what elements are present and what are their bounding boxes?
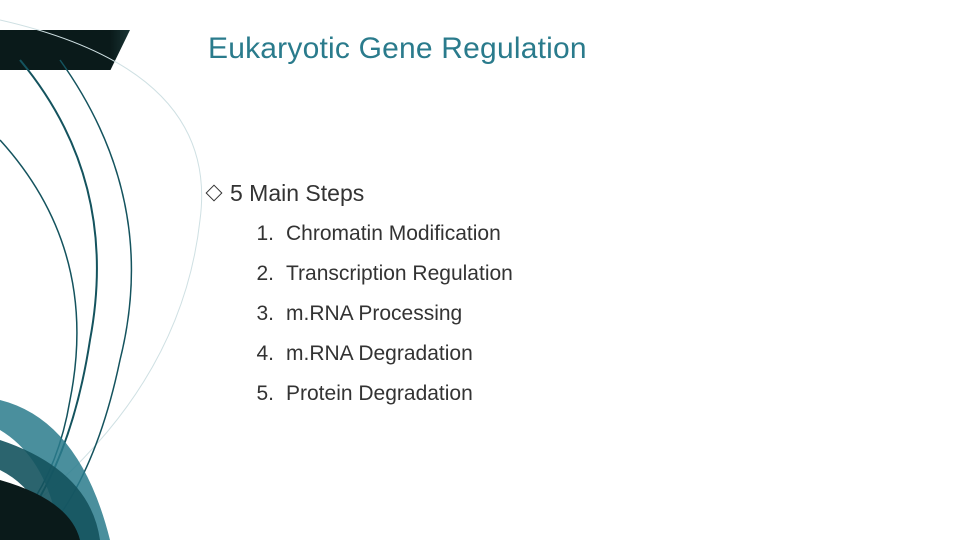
list-number: 4. bbox=[248, 342, 274, 366]
list-text: m.RNA Processing bbox=[286, 302, 462, 325]
subheading: 5 Main Steps bbox=[208, 180, 364, 207]
subheading-text: 5 Main Steps bbox=[230, 180, 364, 206]
list-text: m.RNA Degradation bbox=[286, 342, 473, 365]
slide-title: Eukaryotic Gene Regulation bbox=[208, 32, 587, 66]
list-item: 1. Chromatin Modification bbox=[248, 222, 513, 246]
diamond-bullet-icon bbox=[206, 185, 223, 202]
list-item: 4. m.RNA Degradation bbox=[248, 342, 513, 366]
list-number: 1. bbox=[248, 222, 274, 246]
list-number: 5. bbox=[248, 382, 274, 406]
list-item: 3. m.RNA Processing bbox=[248, 302, 513, 326]
list-number: 2. bbox=[248, 262, 274, 286]
list-text: Protein Degradation bbox=[286, 382, 473, 405]
list-text: Chromatin Modification bbox=[286, 222, 501, 245]
list-text: Transcription Regulation bbox=[286, 262, 513, 285]
ordered-list: 1. Chromatin Modification 2. Transcription… bbox=[248, 222, 513, 422]
list-item: 5. Protein Degradation bbox=[248, 382, 513, 406]
list-number: 3. bbox=[248, 302, 274, 326]
list-item: 2. Transcription Regulation bbox=[248, 262, 513, 286]
